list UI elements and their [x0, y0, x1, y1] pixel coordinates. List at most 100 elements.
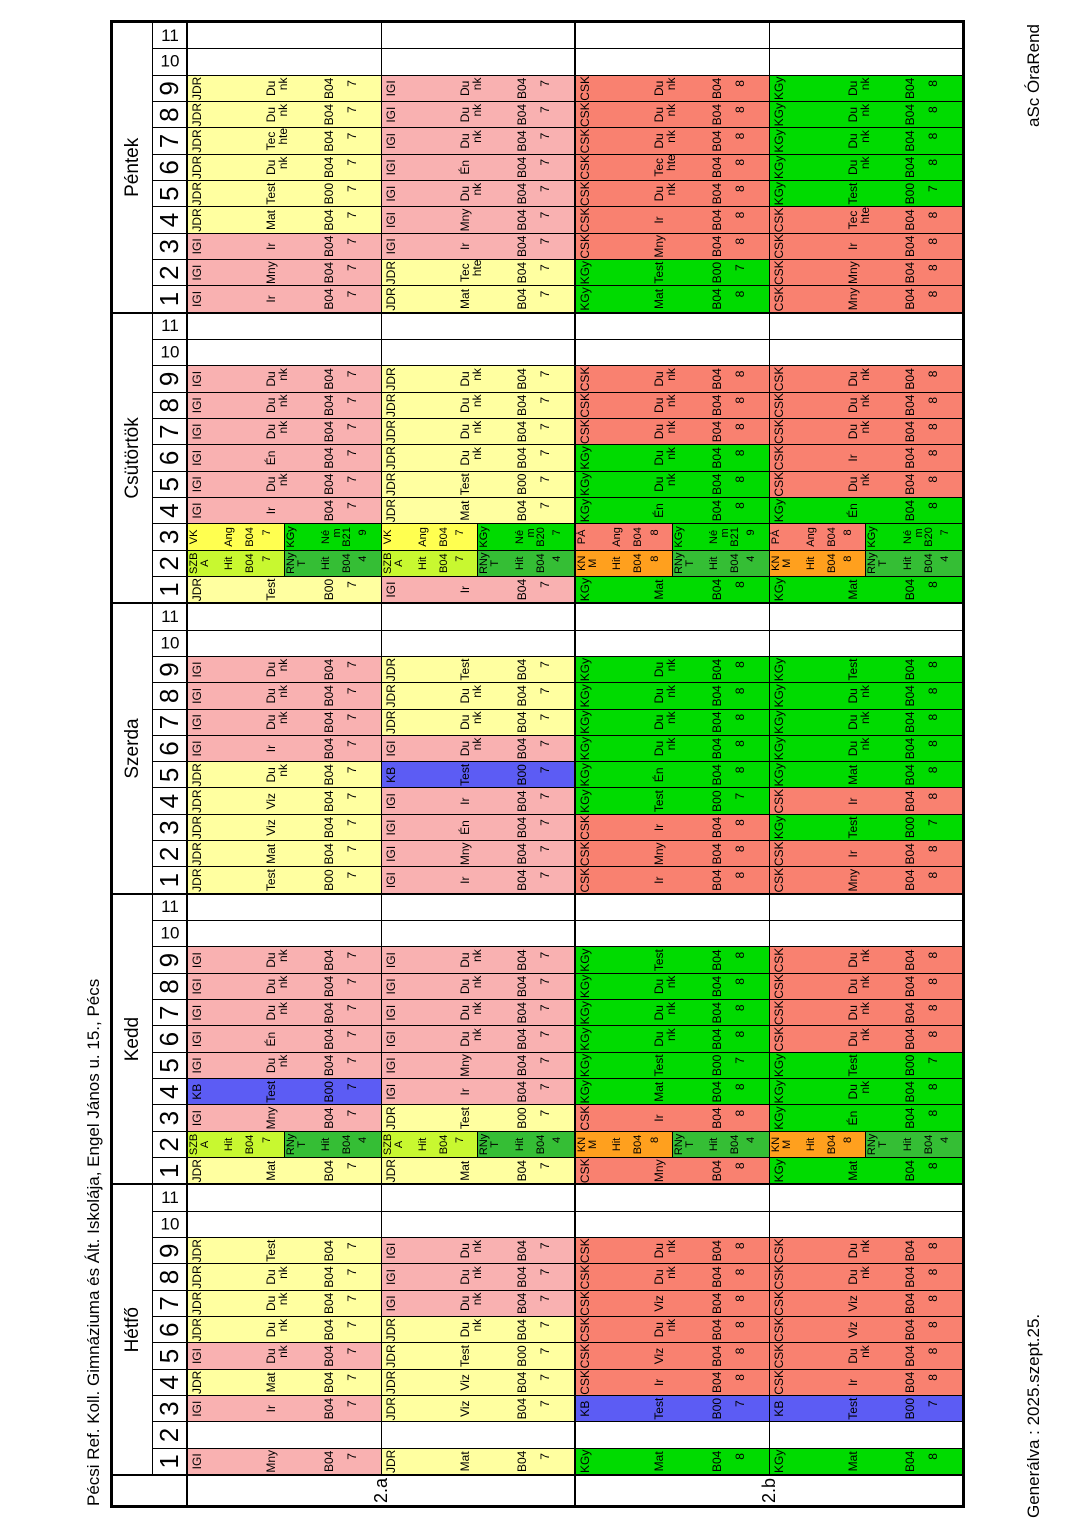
subject-abbr: Mny [845, 287, 860, 311]
subject-abbr: Du nk [457, 368, 484, 387]
period-header: 1 [154, 582, 184, 597]
subject-abbr: Hit [708, 1137, 721, 1152]
teacher-abbr: CSK [771, 286, 786, 312]
room-label: B04 [709, 394, 724, 416]
room-label: B04 [903, 288, 918, 310]
room-label: B00 [709, 790, 724, 812]
group-number: 7 [344, 396, 359, 404]
subject-abbr: Du nk [652, 420, 678, 440]
subject-abbr: Mat [457, 500, 472, 521]
group-subrow: CSK Ir B04 8 CSK Mny B04 8 CSK Ir B04 8 KGy Test B00 7 K… [576, 604, 770, 893]
group-number: 7 [344, 845, 359, 853]
lesson-cell: CSK Du nk B04 8 [769, 1264, 962, 1291]
teacher-abbr: CSK [578, 1291, 592, 1316]
subject-abbr: Du nk [264, 368, 290, 387]
group-number: 8 [926, 502, 941, 509]
group-number: 7 [344, 1321, 359, 1329]
teacher-abbr: RNy T [478, 1133, 502, 1156]
page-title: Pécsi Ref. Koll. Gimnáziuma és Ált. Isko… [84, 978, 103, 1506]
teacher-abbr: JDR [190, 181, 204, 206]
teacher-abbr: IGI [190, 687, 204, 704]
lesson-cell: CSK Ir B04 8 [576, 207, 769, 234]
teacher-abbr: JDR [383, 287, 398, 311]
teacher-abbr: KGy [578, 736, 592, 761]
room-label: B04 [244, 527, 257, 547]
subject-abbr: Du nk [457, 447, 484, 466]
room-label: B04 [515, 975, 530, 998]
teacher-abbr: KGy [771, 710, 786, 734]
subject-abbr: Du nk [652, 473, 678, 492]
subject-abbr: Test [845, 1054, 860, 1077]
teacher-abbr: KGy [771, 577, 786, 602]
room-label: B04 [515, 288, 530, 310]
room-label: B04 [922, 553, 935, 574]
teacher-abbr: IGI [383, 238, 398, 255]
teacher-abbr: KGy [771, 1159, 786, 1183]
group-subrow: KGy Mat B04 8 KN M Hit B04 8 RNy T Hit B04 4 PÁ Ang B0… [576, 313, 770, 603]
empty-cell [769, 313, 962, 340]
room-label: B04 [321, 499, 336, 522]
subject-abbr: Test [845, 1397, 860, 1420]
lesson-half: RNy T Hit B04 4 [865, 1131, 962, 1158]
empty-cell [769, 921, 962, 948]
lesson-cell: IGI Du nk B04 7 [381, 973, 574, 1001]
group-subrow: IGI Ir B04 7 IGI Mny B04 7 IGI Én B04 7 IGI Ir B04 7 KB T… [381, 604, 574, 893]
lesson-cell: IGI Du nk B04 7 [381, 1026, 574, 1053]
room-label: B04 [515, 182, 530, 205]
group-number: 8 [732, 1374, 747, 1381]
generated-date: Generálva : 2025.szept.25. [1024, 1313, 1043, 1518]
teacher-abbr: KGy [771, 1449, 786, 1474]
room-label: B04 [321, 1292, 336, 1315]
group-number: 7 [538, 1268, 553, 1276]
period-number-row: 1 2 3 4 5 6 7 8 9 10 11 [153, 1185, 188, 1474]
room-label: B04 [515, 1371, 530, 1394]
teacher-abbr: CSK [578, 233, 592, 259]
lesson-half: KN M Hit B04 8 [769, 1131, 866, 1158]
group-number: 7 [344, 158, 359, 166]
group-number: 7 [538, 370, 553, 378]
room-label: B20 [922, 527, 935, 547]
group-number: 8 [926, 1268, 941, 1276]
group-number: 8 [926, 581, 941, 588]
room-label: B04 [321, 447, 336, 469]
group-number: 7 [732, 792, 747, 800]
lesson-cell: IGI Du nk B04 7 [188, 709, 381, 736]
lesson-cell: IGI Du nk B04 7 [381, 1290, 574, 1318]
group-number: 8 [732, 423, 747, 430]
teacher-abbr: JDR [383, 367, 398, 391]
room-label: B04 [632, 553, 645, 574]
room-label: B04 [709, 209, 724, 231]
room-label: B21 [729, 527, 742, 547]
lesson-cell-split: KN M Hit B04 8 RNy T Hit B04 4 [769, 550, 962, 577]
room-label: B04 [244, 1134, 257, 1155]
subject-abbr: Hit [708, 556, 721, 570]
subject-abbr: Ir [652, 876, 666, 884]
period-header: 10 [153, 49, 186, 76]
subject-abbr: Test [845, 658, 860, 681]
group-number: 8 [732, 951, 747, 959]
group-number: 7 [344, 423, 359, 430]
subject-abbr: Mny [652, 234, 666, 258]
period-header: 3 [153, 524, 186, 551]
lesson-cell-split: KN M Hit B04 8 RNy T Hit B04 4 [576, 1131, 769, 1159]
lesson-cell: IGI Du nk B04 7 [381, 102, 574, 129]
room-label: B04 [903, 658, 918, 681]
group-number: 8 [926, 1295, 941, 1302]
teacher-abbr: IGI [190, 1348, 204, 1365]
empty-cell [769, 1185, 962, 1212]
room-label: B00 [321, 182, 336, 205]
lesson-cell: JDR Du nk B04 7 [188, 75, 381, 102]
group-number: 7 [344, 792, 359, 800]
teacher-abbr: JDR [190, 815, 204, 840]
teacher-abbr: SZB A [381, 552, 405, 574]
group-number: 7 [344, 106, 359, 114]
subject-abbr: Hit [901, 1137, 914, 1152]
teacher-abbr: CSK [771, 1238, 786, 1264]
teacher-abbr: CSK [578, 1317, 592, 1343]
lesson-cell: IGI Du nk B04 7 [188, 418, 381, 446]
room-label: B04 [515, 447, 530, 469]
teacher-abbr: CSK [771, 1000, 786, 1026]
subject-abbr: Test [457, 763, 472, 786]
lesson-cell: CSK Du nk B04 8 [576, 102, 769, 129]
group-number: 7 [538, 661, 553, 668]
